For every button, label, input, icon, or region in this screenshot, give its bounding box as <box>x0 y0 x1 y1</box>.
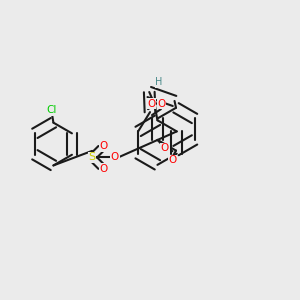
Text: H: H <box>155 77 163 87</box>
Text: O: O <box>99 164 107 174</box>
Text: O: O <box>147 99 156 109</box>
Text: O: O <box>161 143 169 153</box>
Text: O: O <box>157 99 165 109</box>
Text: Cl: Cl <box>47 105 57 115</box>
Text: O: O <box>99 141 107 151</box>
Text: O: O <box>111 152 119 162</box>
Text: O: O <box>168 155 177 165</box>
Text: S: S <box>88 152 96 162</box>
